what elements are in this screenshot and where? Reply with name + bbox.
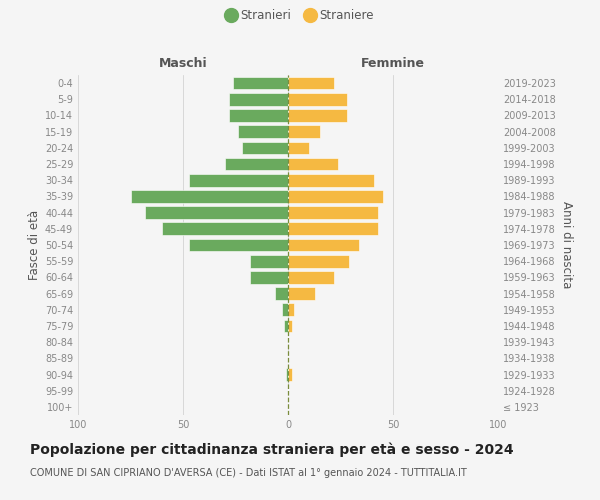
Bar [288,109,347,122]
Y-axis label: Fasce di età: Fasce di età [28,210,41,280]
Text: COMUNE DI SAN CIPRIANO D'AVERSA (CE) - Dati ISTAT al 1° gennaio 2024 - TUTTITALI: COMUNE DI SAN CIPRIANO D'AVERSA (CE) - D… [30,468,467,477]
Bar [288,93,347,106]
Text: Maschi: Maschi [158,57,208,70]
Bar [189,238,288,252]
Bar [288,368,292,381]
Bar [288,238,359,252]
Bar [288,206,379,219]
Bar [229,109,288,122]
Bar [288,255,349,268]
Text: Femmine: Femmine [361,57,425,70]
Bar [288,190,383,202]
Bar [288,77,334,90]
Bar [288,174,374,186]
Bar [189,174,288,186]
Bar [250,255,288,268]
Bar [145,206,288,219]
Bar [284,320,288,332]
Bar [288,320,292,332]
Bar [288,158,338,170]
Bar [250,271,288,283]
Bar [288,304,295,316]
Bar [162,222,288,235]
Bar [238,126,288,138]
Bar [288,142,309,154]
Text: Popolazione per cittadinanza straniera per età e sesso - 2024: Popolazione per cittadinanza straniera p… [30,442,514,457]
Bar [288,288,316,300]
Bar [130,190,288,202]
Bar [275,288,288,300]
Bar [225,158,288,170]
Bar [288,222,379,235]
Bar [229,93,288,106]
Bar [242,142,288,154]
Bar [282,304,288,316]
Legend: Stranieri, Straniere: Stranieri, Straniere [223,6,377,26]
Bar [288,126,320,138]
Bar [288,271,334,283]
Bar [286,368,288,381]
Y-axis label: Anni di nascita: Anni di nascita [560,202,573,288]
Bar [233,77,288,90]
